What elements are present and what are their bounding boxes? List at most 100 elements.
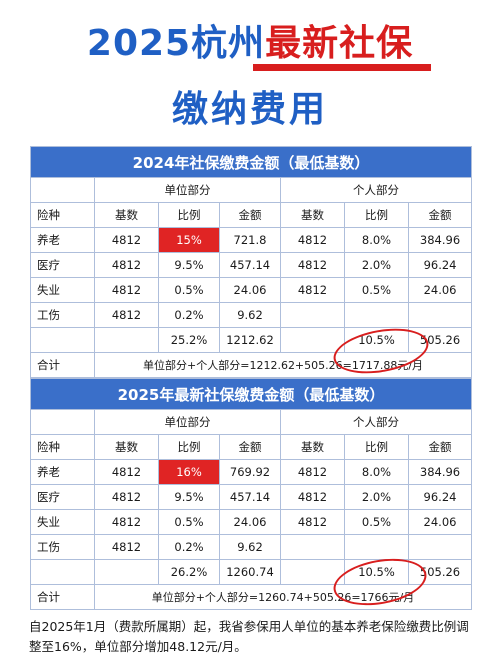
cell: 4812 bbox=[280, 509, 345, 535]
sum-label: 合计 bbox=[30, 584, 95, 610]
cell bbox=[408, 534, 472, 560]
row-type: 工伤 bbox=[30, 534, 95, 560]
group-personal-header: 个人部分 bbox=[280, 409, 472, 435]
title-line-1: 2025杭州最新社保 bbox=[0, 14, 500, 66]
col-pers-amount: 金额 bbox=[408, 434, 472, 460]
row-type: 养老 bbox=[30, 227, 95, 253]
cell bbox=[94, 327, 159, 353]
cell: 4812 bbox=[280, 277, 345, 303]
cell bbox=[94, 559, 159, 585]
cell bbox=[280, 302, 345, 328]
cell: 8.0% bbox=[344, 459, 409, 485]
row-type: 医疗 bbox=[30, 484, 95, 510]
cell: 4812 bbox=[94, 252, 159, 278]
total-pers-amount: 505.26 bbox=[408, 559, 472, 585]
table-row: 医疗 4812 9.5% 457.14 4812 2.0% 96.24 bbox=[30, 484, 472, 510]
cell bbox=[280, 534, 345, 560]
table-row: 医疗 4812 9.5% 457.14 4812 2.0% 96.24 bbox=[30, 252, 473, 278]
cell: 4812 bbox=[94, 302, 159, 328]
footnote: 自2025年1月（费款所属期）起，我省参保用人单位的基本养老保险缴费比例调整至1… bbox=[29, 619, 469, 654]
cell: 769.92 bbox=[219, 459, 281, 485]
col-unit-rate: 比例 bbox=[158, 434, 220, 460]
cell: 4812 bbox=[280, 252, 345, 278]
table-row: 工伤 4812 0.2% 9.62 bbox=[30, 534, 472, 560]
cell: 4812 bbox=[280, 484, 345, 510]
table-row: 失业 4812 0.5% 24.06 4812 0.5% 24.06 bbox=[30, 509, 472, 535]
sum-label: 合计 bbox=[30, 352, 95, 378]
col-type: 险种 bbox=[30, 434, 95, 460]
cell bbox=[344, 302, 409, 328]
title-line-2: 缴纳费用 bbox=[171, 89, 328, 130]
cell: 24.06 bbox=[219, 509, 281, 535]
table-row: 养老 4812 16% 769.92 4812 8.0% 384.96 bbox=[30, 459, 472, 485]
total-pers-rate: 10.5% bbox=[344, 559, 409, 585]
cell: 0.2% bbox=[158, 534, 220, 560]
cell: 4812 bbox=[280, 227, 345, 253]
total-unit-amount: 1260.74 bbox=[219, 559, 281, 585]
cell: 4812 bbox=[280, 459, 345, 485]
total-unit-rate: 25.2% bbox=[158, 327, 220, 353]
cell: 2.0% bbox=[344, 252, 409, 278]
cell: 96.24 bbox=[408, 484, 472, 510]
col-pers-rate: 比例 bbox=[344, 434, 409, 460]
cell: 9.5% bbox=[158, 484, 220, 510]
cell: 4812 bbox=[94, 459, 159, 485]
title-year-city: 2025杭州 bbox=[86, 23, 266, 64]
sum-row: 合计 单位部分+个人部分=1212.62+505.26=1717.88元/月 bbox=[30, 352, 473, 378]
cell: 4812 bbox=[94, 227, 159, 253]
table-2024: 2024年社保缴费金额（最低基数） 单位部分 个人部分 险种 基数 比例 金额 … bbox=[29, 146, 473, 378]
cell bbox=[30, 327, 95, 353]
cell bbox=[344, 534, 409, 560]
cell: 9.5% bbox=[158, 252, 220, 278]
cell: 96.24 bbox=[407, 252, 473, 278]
table-2024-title: 2024年社保缴费金额（最低基数） bbox=[29, 146, 473, 178]
col-unit-amount: 金额 bbox=[219, 434, 281, 460]
cell bbox=[30, 559, 95, 585]
cell: 24.06 bbox=[408, 509, 472, 535]
col-unit-amount: 金额 bbox=[219, 202, 281, 228]
row-type: 工伤 bbox=[30, 302, 95, 328]
totals-row: 26.2% 1260.74 10.5% 505.26 bbox=[30, 559, 472, 585]
group-unit-header: 单位部分 bbox=[94, 177, 281, 203]
cell: 4812 bbox=[94, 534, 159, 560]
row-type: 医疗 bbox=[30, 252, 95, 278]
corner-cell bbox=[30, 177, 95, 203]
sum-formula: 单位部分+个人部分=1212.62+505.26=1717.88元/月 bbox=[93, 352, 473, 378]
sum-formula: 单位部分+个人部分=1260.74+505.26=1766元/月 bbox=[94, 584, 472, 610]
cell: 24.06 bbox=[219, 277, 281, 303]
col-pers-rate: 比例 bbox=[344, 202, 409, 228]
col-pers-amount: 金额 bbox=[407, 202, 473, 228]
totals-row: 25.2% 1212.62 10.5% 505.26 bbox=[30, 327, 473, 353]
table-2025-title: 2025年最新社保缴费金额（最低基数） bbox=[30, 378, 472, 410]
group-personal-header: 个人部分 bbox=[279, 177, 473, 203]
total-pers-amount: 505.26 bbox=[407, 327, 473, 353]
cell: 457.14 bbox=[219, 484, 281, 510]
row-type: 养老 bbox=[30, 459, 95, 485]
cell: 721.8 bbox=[219, 227, 281, 253]
cell: 8.0% bbox=[344, 227, 409, 253]
cell: 0.5% bbox=[158, 509, 220, 535]
col-pers-base: 基数 bbox=[280, 202, 345, 228]
cell: 384.96 bbox=[408, 459, 472, 485]
cell: 9.62 bbox=[219, 302, 281, 328]
cell: 4812 bbox=[94, 484, 159, 510]
cell: 0.2% bbox=[158, 302, 220, 328]
cell: 4812 bbox=[94, 509, 159, 535]
table-2025: 2025年最新社保缴费金额（最低基数） 单位部分 个人部分 险种 基数 比例 金… bbox=[30, 378, 472, 610]
table-row: 失业 4812 0.5% 24.06 4812 0.5% 24.06 bbox=[30, 277, 473, 303]
cell: 24.06 bbox=[407, 277, 473, 303]
col-unit-rate: 比例 bbox=[158, 202, 220, 228]
col-unit-base: 基数 bbox=[94, 434, 159, 460]
title-underline bbox=[253, 64, 431, 71]
row-type: 失业 bbox=[30, 509, 95, 535]
sum-row: 合计 单位部分+个人部分=1260.74+505.26=1766元/月 bbox=[30, 584, 472, 610]
col-unit-base: 基数 bbox=[94, 202, 159, 228]
cell: 384.96 bbox=[407, 227, 473, 253]
col-type: 险种 bbox=[30, 202, 95, 228]
cell: 4812 bbox=[94, 277, 159, 303]
total-pers-rate: 10.5% bbox=[344, 327, 409, 353]
total-unit-amount: 1212.62 bbox=[219, 327, 281, 353]
cell bbox=[280, 327, 345, 353]
table-row: 养老 4812 15% 721.8 4812 8.0% 384.96 bbox=[30, 227, 473, 253]
cell bbox=[407, 302, 473, 328]
